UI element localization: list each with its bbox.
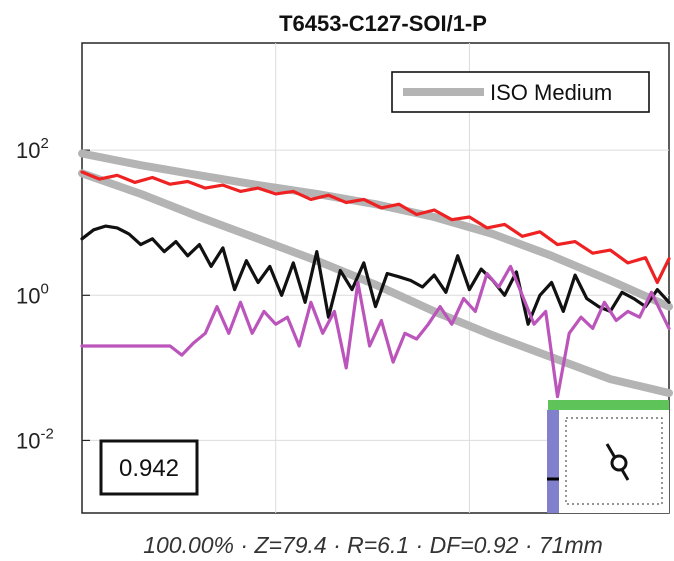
series-lines — [78, 149, 673, 399]
y-tick-label: 10-2 — [16, 425, 54, 453]
score-value: 0.942 — [119, 455, 179, 482]
chart-title: T6453-C127-SOI/1-P — [279, 11, 487, 36]
iso-medium-lower-line — [78, 169, 673, 397]
inset-side-bar — [547, 410, 559, 513]
plot-area — [78, 42, 673, 514]
inset-top-bar — [548, 400, 669, 410]
inset-ring — [610, 454, 628, 472]
inset-dotted-box — [565, 417, 663, 505]
series-line-4 — [80, 264, 671, 399]
y-tick-labels: 10-2 100 102 — [16, 135, 54, 453]
score-box: 0.942 — [99, 439, 199, 496]
legend: ISO Medium — [391, 71, 650, 113]
inset-glyph — [547, 400, 669, 513]
legend-label-iso-medium: ISO Medium — [490, 80, 612, 105]
y-tick-label: 100 — [16, 280, 49, 308]
score-frame — [99, 439, 199, 496]
series-line-2 — [80, 170, 671, 285]
series-line-3 — [80, 224, 671, 326]
chart-caption: 100.00% · Z=79.4 · R=6.1 · DF=0.92 · 71m… — [143, 532, 603, 558]
y-tick-label: 102 — [16, 135, 49, 163]
inset-background — [548, 408, 669, 513]
